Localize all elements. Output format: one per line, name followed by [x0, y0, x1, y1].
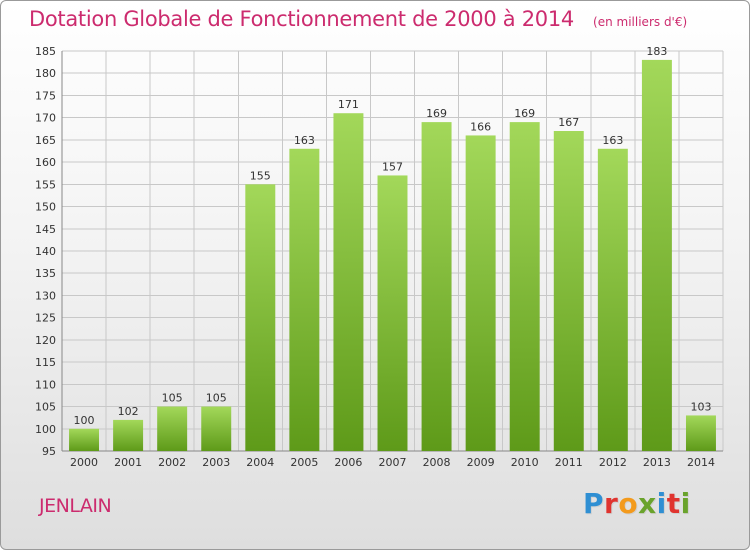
y-tick-label: 115	[35, 356, 56, 369]
y-tick-label: 185	[35, 45, 56, 58]
x-tick-label-2010: 2010	[511, 456, 539, 469]
chart-title: Dotation Globale de Fonctionnement de 20…	[29, 7, 574, 31]
logo-letter: o	[618, 487, 639, 520]
x-tick-label-2014: 2014	[687, 456, 715, 469]
y-tick-label: 130	[35, 289, 56, 302]
y-tick-label: 170	[35, 112, 56, 125]
data-label-2005: 163	[294, 134, 315, 147]
y-tick-label: 145	[35, 223, 56, 236]
y-tick-label: 100	[35, 423, 56, 436]
y-tick-label: 140	[35, 245, 56, 258]
y-tick-label: 120	[35, 334, 56, 347]
data-label-2001: 102	[118, 405, 139, 418]
bar-2013	[641, 59, 672, 452]
y-tick-label: 165	[35, 134, 56, 147]
x-tick-label-2009: 2009	[467, 456, 495, 469]
x-tick-label-2008: 2008	[423, 456, 451, 469]
data-label-2011: 167	[558, 116, 579, 129]
bar-2014	[685, 415, 716, 451]
chart-title-row: Dotation Globale de Fonctionnement de 20…	[29, 7, 687, 31]
y-tick-label: 95	[42, 445, 56, 458]
label-layer: 100 102 105 105 155 163 171 157 169 166 169 167 163 1…	[74, 45, 712, 427]
bar-2011	[553, 131, 584, 451]
data-label-2009: 166	[470, 120, 491, 133]
data-label-2014: 103	[690, 400, 711, 413]
bar-2006	[333, 113, 364, 451]
data-label-2010: 169	[514, 107, 535, 120]
bar-2002	[157, 406, 188, 451]
bar-layer	[69, 59, 716, 452]
y-tick-label: 150	[35, 201, 56, 214]
y-tick-label: 135	[35, 267, 56, 280]
bar-2004	[245, 184, 276, 452]
data-label-2006: 171	[338, 98, 359, 111]
x-tick-label-2004: 2004	[246, 456, 274, 469]
x-tick-label-2001: 2001	[114, 456, 142, 469]
logo-letter: t	[666, 487, 681, 520]
x-tick-label-2003: 2003	[202, 456, 230, 469]
x-tick-label-2012: 2012	[599, 456, 627, 469]
y-tick-label: 110	[35, 378, 56, 391]
x-tick-label-2011: 2011	[555, 456, 583, 469]
chart-unit: (en milliers d'€)	[593, 15, 688, 29]
x-tick-label-2007: 2007	[379, 456, 407, 469]
bar-2003	[201, 406, 232, 451]
data-label-2012: 163	[602, 134, 623, 147]
data-label-2007: 157	[382, 160, 403, 173]
axis-layer: 95 100 105 110 115 120 125 130 135 140 145 150 155 16…	[35, 45, 723, 469]
x-tick-label-2005: 2005	[290, 456, 318, 469]
bar-2012	[597, 148, 628, 451]
data-label-2003: 105	[206, 392, 227, 405]
y-tick-label: 160	[35, 156, 56, 169]
x-tick-label-2000: 2000	[70, 456, 98, 469]
bar-2008	[421, 122, 452, 451]
data-label-2002: 105	[162, 392, 183, 405]
proxiti-logo: Proxiti	[583, 487, 691, 520]
data-label-2000: 100	[74, 414, 95, 427]
y-tick-label: 155	[35, 178, 56, 191]
y-tick-label: 105	[35, 401, 56, 414]
bar-2007	[377, 175, 408, 451]
data-label-2008: 169	[426, 107, 447, 120]
y-tick-label: 180	[35, 67, 56, 80]
bar-2009	[465, 135, 496, 451]
x-tick-label-2013: 2013	[643, 456, 671, 469]
y-tick-label: 175	[35, 89, 56, 102]
x-tick-label-2002: 2002	[158, 456, 186, 469]
data-label-2013: 183	[646, 45, 667, 58]
logo-letter: x	[638, 487, 657, 520]
logo-letter: P	[583, 487, 605, 520]
logo-letter: i	[680, 487, 691, 520]
bar-2000	[69, 428, 100, 451]
bar-2001	[113, 419, 144, 451]
data-label-2004: 155	[250, 169, 271, 182]
bar-2010	[509, 122, 540, 451]
logo-letter: r	[604, 487, 619, 520]
y-tick-label: 125	[35, 312, 56, 325]
bar-2005	[289, 148, 320, 451]
location-label: JENLAIN	[39, 495, 112, 517]
x-tick-label-2006: 2006	[334, 456, 362, 469]
logo-letter: i	[656, 487, 667, 520]
